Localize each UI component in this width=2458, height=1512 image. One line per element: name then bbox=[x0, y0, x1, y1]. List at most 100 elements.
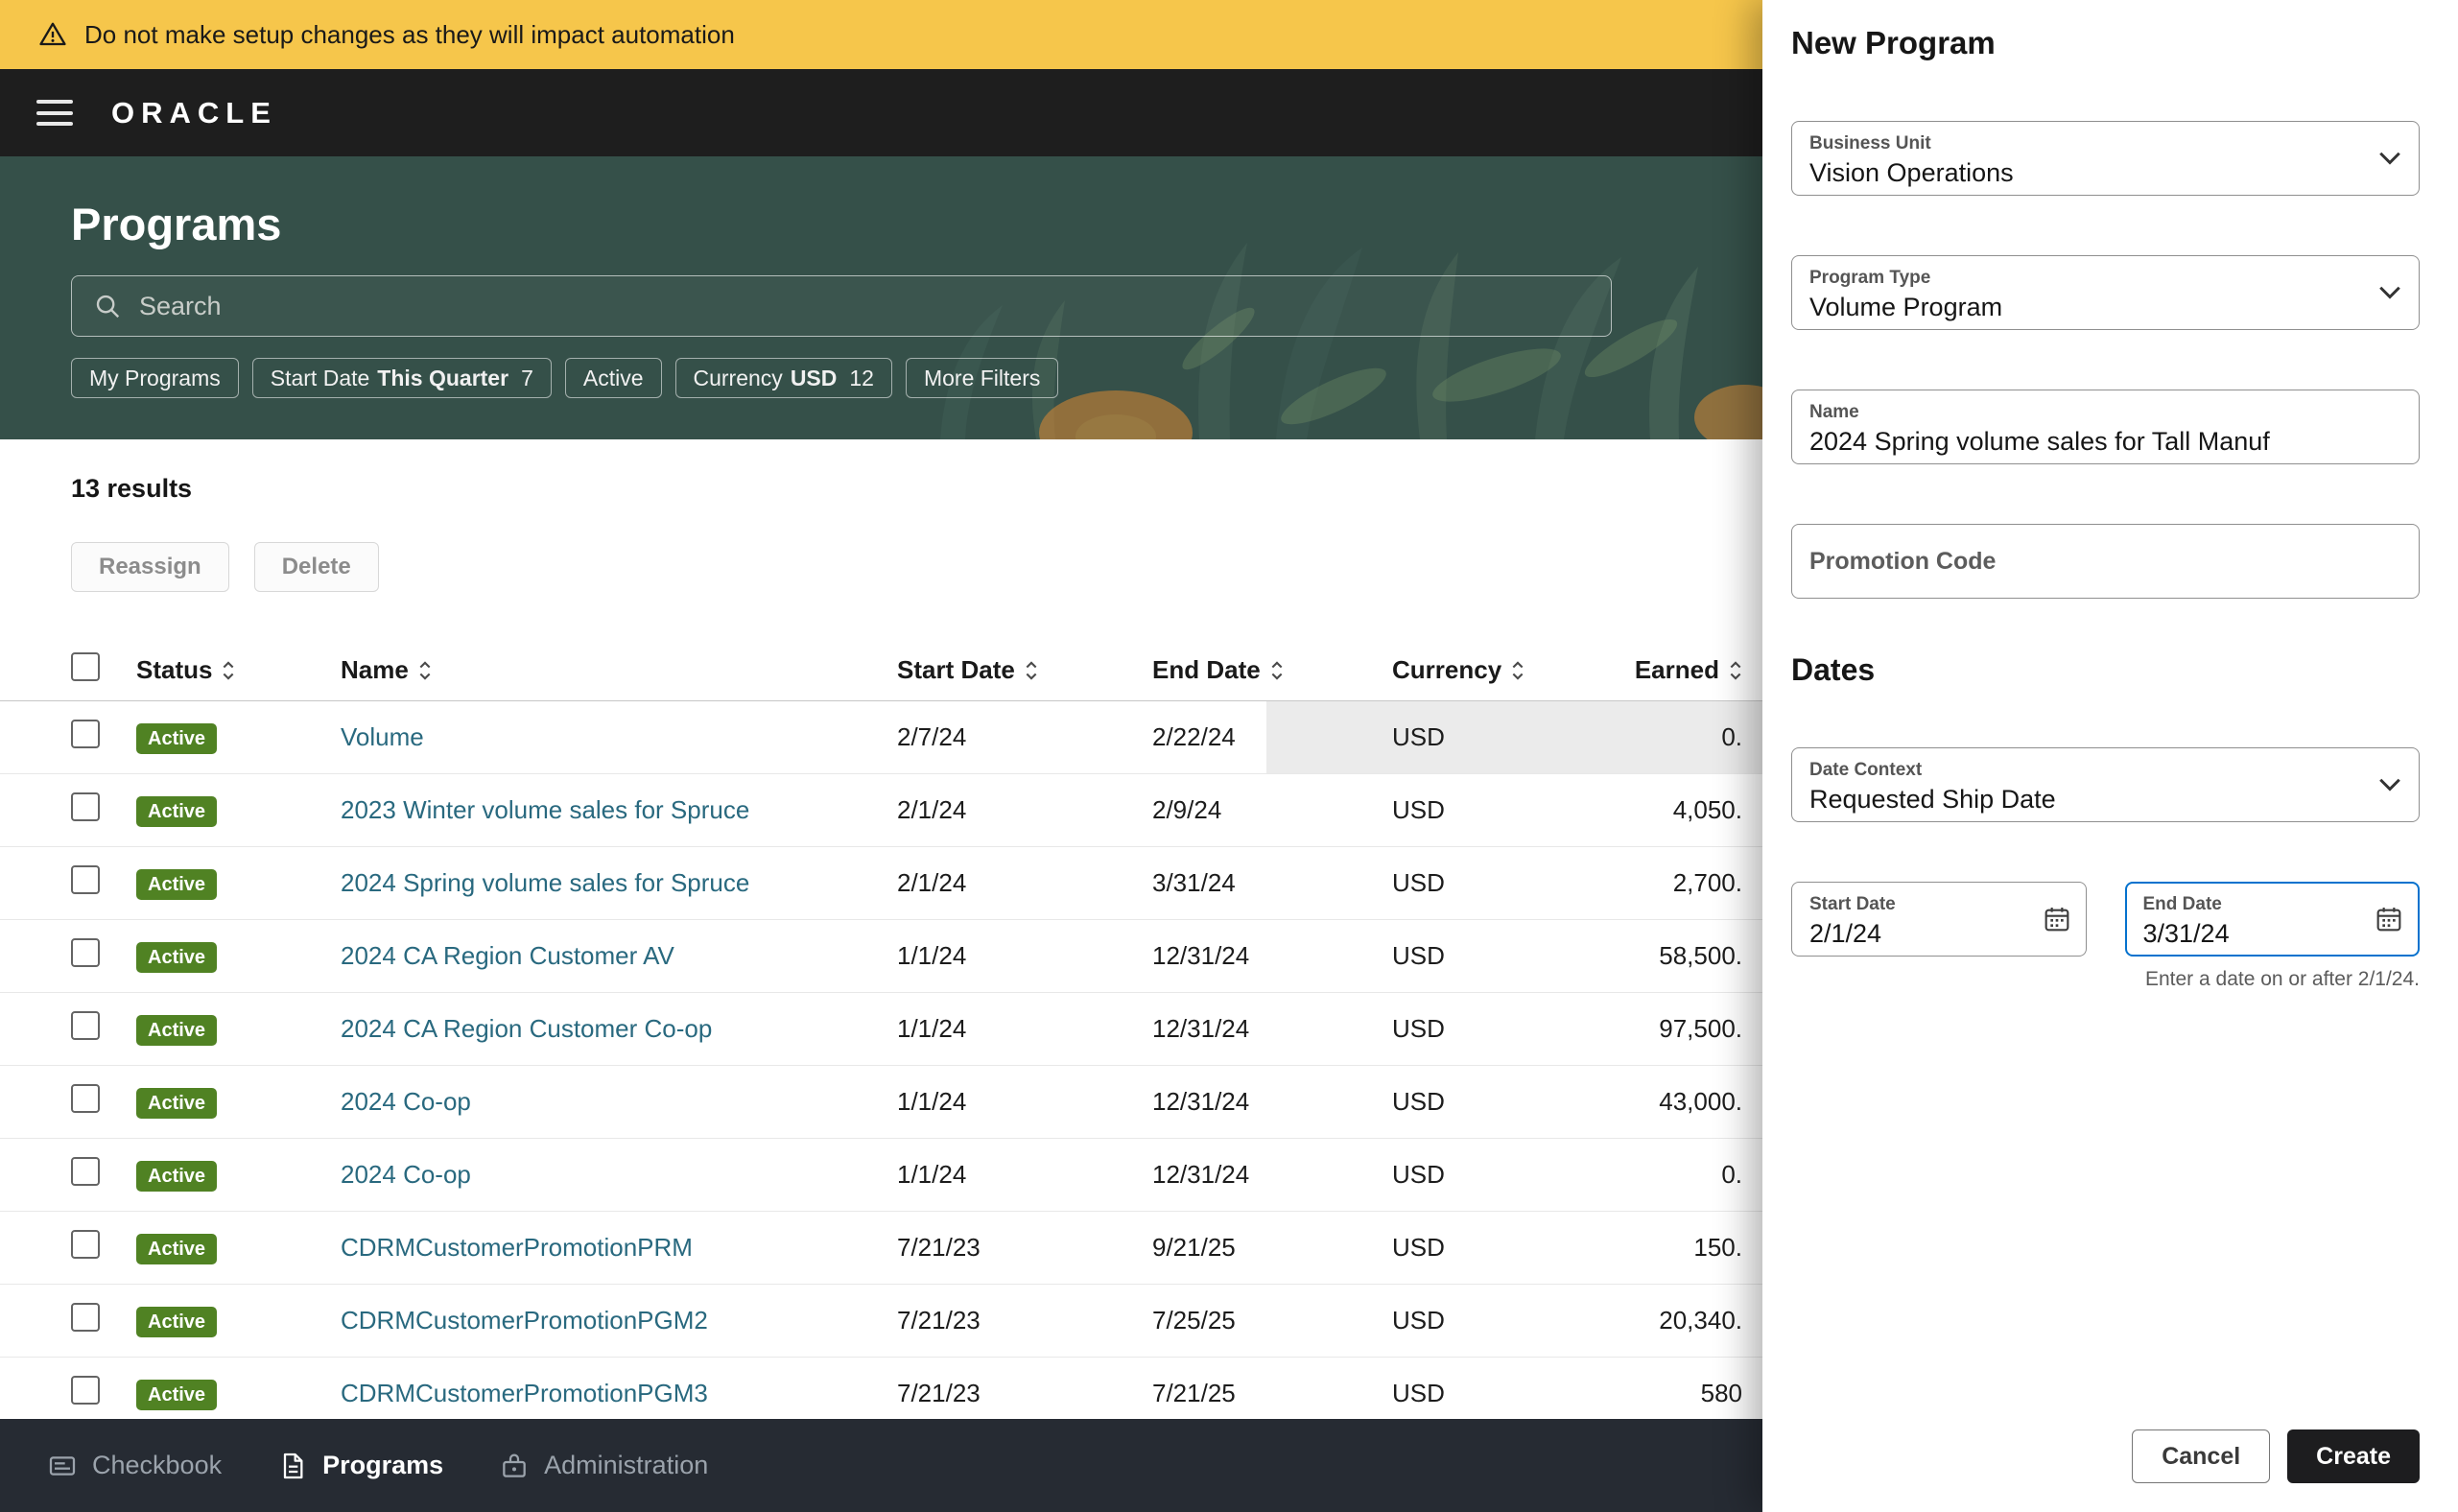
filter-chip-more-filters[interactable]: More Filters bbox=[905, 358, 1059, 399]
row-checkbox[interactable] bbox=[71, 1011, 100, 1040]
earned-cell: 0. bbox=[1721, 1160, 1742, 1189]
column-header-earned[interactable]: Earned bbox=[1632, 655, 1742, 685]
start-date-field[interactable]: Start Date 2/1/24 bbox=[1791, 882, 2087, 957]
dates-section-heading: Dates bbox=[1791, 652, 1876, 687]
status-badge: Active bbox=[136, 1379, 218, 1410]
status-badge: Active bbox=[136, 868, 218, 900]
program-type-select[interactable]: Program Type Volume Program bbox=[1791, 255, 2420, 330]
row-checkbox[interactable] bbox=[71, 1230, 100, 1259]
nav-item-programs[interactable]: Programs bbox=[277, 1451, 443, 1481]
checkbook-icon bbox=[49, 1455, 76, 1476]
filter-chip-active[interactable]: Active bbox=[564, 358, 662, 399]
status-badge: Active bbox=[136, 941, 218, 973]
status-cell: Active bbox=[136, 867, 341, 900]
program-name-link[interactable]: CDRMCustomerPromotionPGM2 bbox=[341, 1306, 708, 1335]
column-header-name[interactable]: Name bbox=[341, 655, 897, 685]
start-date-cell: 2/7/24 bbox=[897, 722, 967, 751]
sort-icon bbox=[1271, 660, 1283, 680]
row-checkbox[interactable] bbox=[71, 720, 100, 748]
status-cell: Active bbox=[136, 721, 341, 754]
reassign-button[interactable]: Reassign bbox=[71, 542, 229, 592]
nav-item-checkbook[interactable]: Checkbook bbox=[47, 1451, 222, 1481]
row-checkbox[interactable] bbox=[71, 938, 100, 967]
name-cell: 2024 Spring volume sales for Spruce bbox=[341, 868, 897, 898]
chevron-down-icon bbox=[2379, 286, 2400, 299]
delete-button[interactable]: Delete bbox=[253, 542, 379, 592]
business-unit-select[interactable]: Business Unit Vision Operations bbox=[1791, 121, 2420, 196]
column-header-currency[interactable]: Currency bbox=[1392, 655, 1632, 685]
row-checkbox[interactable] bbox=[71, 792, 100, 821]
program-name-link[interactable]: 2024 CA Region Customer Co-op bbox=[341, 1014, 713, 1043]
program-name-link[interactable]: 2024 Co-op bbox=[341, 1087, 471, 1116]
sort-icon bbox=[419, 660, 431, 680]
search-bar[interactable] bbox=[71, 275, 1612, 338]
table-row[interactable]: Active 2024 Co-op 1/1/24 12/31/24 USD 0. bbox=[0, 1139, 2458, 1212]
program-name-link[interactable]: 2024 CA Region Customer AV bbox=[341, 941, 674, 970]
table-row[interactable]: Active 2024 CA Region Customer Co-op 1/1/2… bbox=[0, 993, 2458, 1066]
end-date-helper-text: Enter a date on or after 2/1/24. bbox=[2144, 968, 2420, 990]
end-date-cell: 2/22/24 bbox=[1152, 722, 1236, 751]
name-cell: 2023 Winter volume sales for Spruce bbox=[341, 795, 897, 825]
row-checkbox[interactable] bbox=[71, 1376, 100, 1405]
end-date-cell: 2/9/24 bbox=[1152, 795, 1222, 824]
table-row[interactable]: Active 2024 Co-op 1/1/24 12/31/24 USD 43,000. bbox=[0, 1066, 2458, 1139]
column-header-end-date[interactable]: End Date bbox=[1152, 655, 1392, 685]
program-name-link[interactable]: CDRMCustomerPromotionPRM bbox=[341, 1233, 693, 1262]
earned-cell: 150. bbox=[1693, 1233, 1742, 1262]
currency-cell: USD bbox=[1392, 1379, 1445, 1407]
menu-icon[interactable] bbox=[36, 100, 73, 126]
table-row[interactable]: Active CDRMCustomerPromotionPGM2 7/21/23 7/… bbox=[0, 1285, 2458, 1358]
table-row[interactable]: Active CDRMCustomerPromotionPRM 7/21/23 9/2… bbox=[0, 1212, 2458, 1285]
row-checkbox[interactable] bbox=[71, 865, 100, 894]
row-checkbox[interactable] bbox=[71, 1157, 100, 1186]
column-header-start-date[interactable]: Start Date bbox=[897, 655, 1152, 685]
table-row[interactable]: Active 2024 CA Region Customer AV 1/1/24 12… bbox=[0, 920, 2458, 993]
status-badge: Active bbox=[136, 1014, 218, 1046]
status-cell: Active bbox=[136, 1013, 341, 1046]
program-name-link[interactable]: CDRMCustomerPromotionPGM3 bbox=[341, 1379, 708, 1407]
nav-item-administration[interactable]: Administration bbox=[499, 1451, 708, 1481]
program-name-link[interactable]: 2024 Spring volume sales for Spruce bbox=[341, 868, 750, 897]
calendar-icon[interactable] bbox=[2374, 904, 2404, 934]
start-date-cell: 1/1/24 bbox=[897, 1087, 967, 1116]
status-badge: Active bbox=[136, 795, 218, 827]
start-date-cell: 1/1/24 bbox=[897, 1014, 967, 1043]
filter-chip-start-date[interactable]: Start Date This Quarter 7 bbox=[251, 358, 552, 399]
date-context-select[interactable]: Date Context Requested Ship Date bbox=[1791, 747, 2420, 822]
currency-cell: USD bbox=[1392, 795, 1445, 824]
search-input[interactable] bbox=[139, 291, 1590, 321]
end-date-field[interactable]: End Date 3/31/24 bbox=[2124, 882, 2420, 957]
bulk-actions: Reassign Delete bbox=[71, 542, 2458, 592]
new-program-panel: New Program Business Unit Vision Operati… bbox=[1762, 0, 2458, 1512]
cancel-button[interactable]: Cancel bbox=[2132, 1429, 2271, 1483]
warning-text: Do not make setup changes as they will i… bbox=[84, 19, 735, 49]
end-date-cell: 12/31/24 bbox=[1152, 1087, 1250, 1116]
row-checkbox-cell bbox=[71, 792, 136, 828]
name-field[interactable]: Name 2024 Spring volume sales for Tall M… bbox=[1791, 390, 2420, 464]
column-header-status[interactable]: Status bbox=[136, 655, 341, 685]
currency-cell: USD bbox=[1392, 1087, 1445, 1116]
filter-chip-currency[interactable]: Currency USD 12 bbox=[674, 358, 892, 399]
table-row[interactable]: Active 2024 Spring volume sales for Spruc… bbox=[0, 847, 2458, 920]
table-row[interactable]: Active 2023 Winter volume sales for Spruc… bbox=[0, 774, 2458, 847]
program-name-link[interactable]: 2024 Co-op bbox=[341, 1160, 471, 1189]
name-cell: 2024 CA Region Customer AV bbox=[341, 941, 897, 971]
status-cell: Active bbox=[136, 794, 341, 827]
filter-chip-my-programs[interactable]: My Programs bbox=[71, 358, 239, 399]
select-all-checkbox[interactable] bbox=[71, 652, 100, 681]
earned-cell: 43,000. bbox=[1659, 1087, 1742, 1116]
program-name-link[interactable]: Volume bbox=[341, 722, 424, 751]
administration-icon bbox=[503, 1453, 526, 1477]
calendar-icon[interactable] bbox=[2042, 904, 2072, 934]
program-name-link[interactable]: 2023 Winter volume sales for Spruce bbox=[341, 795, 750, 824]
row-checkbox[interactable] bbox=[71, 1303, 100, 1332]
sort-icon bbox=[1730, 660, 1741, 680]
end-date-cell: 3/31/24 bbox=[1152, 868, 1236, 897]
promotion-code-field[interactable]: Promotion Code bbox=[1791, 524, 2420, 599]
row-checkbox-cell bbox=[71, 1011, 136, 1047]
table-row[interactable]: Active Volume 2/7/24 2/22/24 USD 0. bbox=[0, 701, 2458, 774]
end-date-cell: 12/31/24 bbox=[1152, 1160, 1250, 1189]
row-checkbox[interactable] bbox=[71, 1084, 100, 1113]
create-button[interactable]: Create bbox=[2287, 1429, 2420, 1483]
